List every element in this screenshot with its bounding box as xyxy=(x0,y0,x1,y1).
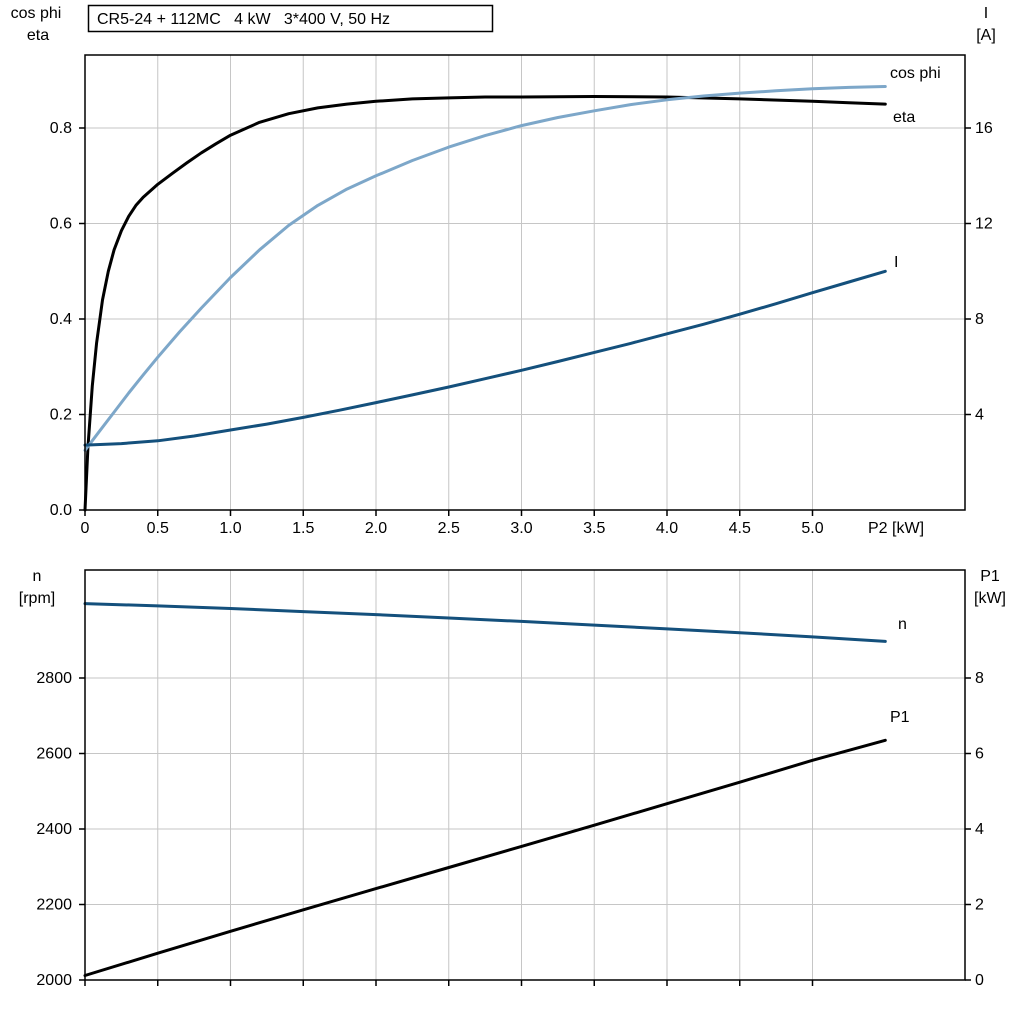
title-box xyxy=(87,4,494,33)
x-tick-label: 4.0 xyxy=(656,520,678,537)
left-tick-label: 2200 xyxy=(36,897,72,914)
left-tick-label: 0.0 xyxy=(50,502,72,519)
curve-n xyxy=(83,602,887,643)
x-axis-label: P2 [kW] xyxy=(868,520,924,537)
x-tick-label: 2.5 xyxy=(438,520,460,537)
bottom-left-axis-unit-line1: n xyxy=(33,568,42,585)
curve-eta xyxy=(83,95,887,512)
x-tick-label: 0 xyxy=(81,520,90,537)
top-chart-curves xyxy=(83,85,887,512)
right-tick-label: 12 xyxy=(975,216,993,233)
x-tick-label: 2.0 xyxy=(365,520,387,537)
bottom-chart-grid xyxy=(85,570,965,980)
left-tick-label: 2600 xyxy=(36,746,72,763)
right-tick-label: 8 xyxy=(975,311,984,328)
chart-title: CR5-24 + 112MC 4 kW 3*400 V, 50 Hz xyxy=(97,11,390,28)
curve-label-current: I xyxy=(894,254,898,271)
right-tick-label: 8 xyxy=(975,670,984,687)
bottom-chart-tick-labels: 2000 2200 2400 2600 2800 0 2 4 6 8 xyxy=(36,670,984,989)
plot-frame xyxy=(84,54,966,511)
left-tick-label: 0.2 xyxy=(50,407,72,424)
curve-label-cos-phi: cos phi xyxy=(890,65,941,82)
right-tick-label: 4 xyxy=(975,821,984,838)
top-left-axis-unit-line1: cos phi xyxy=(11,5,62,22)
curve-label-p1: P1 xyxy=(890,709,910,726)
x-tick-label: 3.0 xyxy=(510,520,532,537)
right-tick-label: 16 xyxy=(975,120,993,137)
top-right-axis-unit-line1: I xyxy=(984,5,988,22)
x-tick-label: 1.0 xyxy=(219,520,241,537)
x-tick-label: 5.0 xyxy=(801,520,823,537)
left-tick-label: 2400 xyxy=(36,821,72,838)
x-tick-label: 0.5 xyxy=(147,520,169,537)
right-tick-label: 6 xyxy=(975,746,984,763)
left-tick-label: 0.8 xyxy=(50,120,72,137)
right-tick-label: 2 xyxy=(975,897,984,914)
bottom-left-axis-unit-line2: [rpm] xyxy=(19,590,55,607)
bottom-right-axis-unit-line1: P1 xyxy=(980,568,1000,585)
bottom-chart-curves xyxy=(83,602,887,977)
bottom-right-axis-unit-line2: [kW] xyxy=(974,590,1006,607)
left-tick-label: 0.4 xyxy=(50,311,72,328)
curve-label-n: n xyxy=(898,616,907,633)
curve-cos-phi xyxy=(83,85,887,452)
left-tick-label: 2000 xyxy=(36,972,72,989)
top-left-axis-unit-line2: eta xyxy=(27,27,49,44)
plot-frame xyxy=(84,569,966,981)
x-tick-label: 1.5 xyxy=(292,520,314,537)
x-tick-label: 3.5 xyxy=(583,520,605,537)
right-tick-label: 4 xyxy=(975,407,984,424)
top-chart-axes xyxy=(79,54,971,516)
right-tick-label: 0 xyxy=(975,972,984,989)
left-tick-label: 0.6 xyxy=(50,216,72,233)
x-tick-label: 4.5 xyxy=(729,520,751,537)
top-right-axis-unit-line2: [A] xyxy=(976,27,996,44)
bottom-chart-axes xyxy=(79,569,971,986)
curve-I xyxy=(83,269,887,447)
top-chart-tick-labels: 0 0.5 1.0 1.5 2.0 2.5 3.0 3.5 4.0 4.5 5.0 0.0 0.2 0.4… xyxy=(50,120,993,537)
left-tick-label: 2800 xyxy=(36,670,72,687)
top-chart-grid xyxy=(85,55,965,510)
curve-label-eta: eta xyxy=(893,109,915,126)
curve-P1 xyxy=(83,738,887,977)
